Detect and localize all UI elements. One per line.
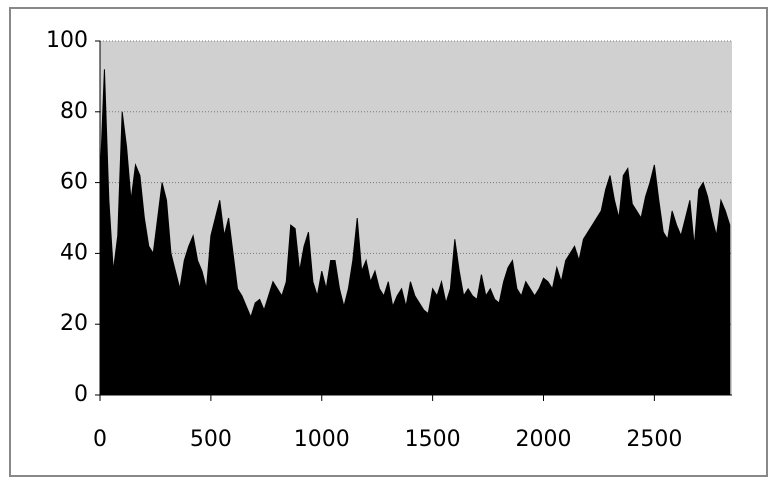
- area: [99, 69, 731, 396]
- y-tick-label: 80: [60, 99, 88, 124]
- x-tick-label: 500: [190, 427, 232, 452]
- x-tick-label: 2500: [626, 427, 682, 452]
- y-tick-label: 40: [60, 240, 88, 265]
- y-tick-label: 20: [60, 311, 88, 336]
- y-tick-label: 0: [74, 382, 88, 407]
- y-tick-label: 60: [60, 170, 88, 195]
- x-tick-label: 2000: [516, 427, 572, 452]
- x-tick-label: 1000: [294, 427, 350, 452]
- x-tick-label: 0: [93, 427, 107, 452]
- y-tick-label: 100: [46, 28, 88, 53]
- x-tick-label: 1500: [405, 427, 461, 452]
